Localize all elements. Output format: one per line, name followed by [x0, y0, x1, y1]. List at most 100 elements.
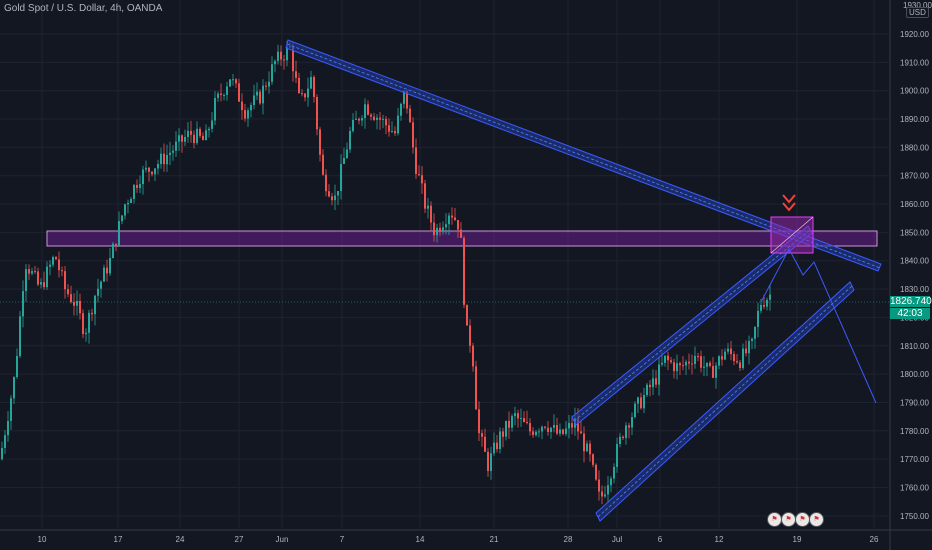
- candle-body: [172, 150, 174, 153]
- candle-body: [235, 79, 237, 84]
- us-flag-icon[interactable]: ⚑: [782, 513, 795, 526]
- x-tick-label: 6: [658, 535, 663, 544]
- candle-body: [10, 398, 12, 421]
- candle-body: [748, 341, 750, 354]
- currency-badge[interactable]: USD: [906, 7, 929, 18]
- candle-body: [628, 425, 630, 428]
- candle-body: [112, 243, 114, 259]
- x-tick-label: 12: [715, 535, 724, 544]
- candle-body: [340, 163, 342, 192]
- candle-body: [727, 348, 729, 352]
- candle-body: [685, 361, 687, 366]
- candle-body: [532, 431, 534, 436]
- candle-body: [64, 271, 66, 290]
- candle-body: [178, 135, 180, 142]
- candle-body: [523, 418, 525, 422]
- candle-body: [139, 184, 141, 189]
- candle-body: [7, 420, 9, 436]
- candle-body: [739, 362, 741, 368]
- candle-body: [709, 362, 711, 367]
- candle-body: [640, 397, 642, 409]
- candle-body: [202, 135, 204, 141]
- candle-body: [34, 271, 36, 273]
- candle-body: [100, 281, 102, 289]
- candle-body: [592, 454, 594, 465]
- chart-title: Gold Spot / U.S. Dollar, 4h, OANDA: [4, 3, 163, 14]
- y-tick-label: 1890.00: [900, 115, 929, 124]
- candle-body: [565, 428, 567, 434]
- time-axis[interactable]: 10 17 24 27 Jun 7 14 21 28 Jul 6 12 19 26: [38, 535, 879, 544]
- candle-body: [655, 378, 657, 385]
- economic-events[interactable]: ⚑ ⚑ ⚑ ⚑: [768, 513, 823, 526]
- candle-body: [130, 198, 132, 203]
- candle-body: [193, 134, 195, 144]
- candle-body: [484, 436, 486, 452]
- candle-body: [601, 491, 603, 497]
- candle-body: [622, 436, 624, 438]
- x-tick-label: 27: [235, 535, 244, 544]
- candle-body: [163, 153, 165, 165]
- candle-body: [721, 356, 723, 360]
- candle-body: [91, 312, 93, 315]
- ascending-channel-lower[interactable]: [595, 281, 855, 522]
- candle-body: [385, 118, 387, 126]
- candle-body: [745, 348, 747, 354]
- candle-body: [556, 425, 558, 434]
- y-tick-label: 1920.00: [900, 30, 929, 39]
- candle-body: [697, 355, 699, 357]
- x-tick-label: 28: [564, 535, 573, 544]
- descending-trendline[interactable]: [285, 39, 882, 272]
- candle-body: [256, 91, 258, 96]
- candle-body: [97, 288, 99, 296]
- candle-body: [649, 384, 651, 388]
- projection-path[interactable]: [760, 247, 877, 404]
- candle-body: [763, 304, 765, 307]
- candle-body: [331, 196, 333, 201]
- candle-body: [439, 227, 441, 232]
- candle-body: [769, 294, 771, 300]
- candle-body: [730, 348, 732, 355]
- candle-body: [493, 442, 495, 454]
- candle-body: [607, 485, 609, 495]
- price-axis[interactable]: 1920.00 1910.00 1900.00 1890.00 1880.00 1870.…: [900, 1, 932, 521]
- candle-body: [295, 71, 297, 78]
- candle-body: [4, 435, 6, 448]
- candle-body: [280, 51, 282, 60]
- candle-body: [364, 104, 366, 119]
- candle-body: [184, 136, 186, 142]
- double-chevron-down-icon: [782, 194, 796, 212]
- y-tick-label: 1790.00: [900, 398, 929, 407]
- us-flag-icon[interactable]: ⚑: [768, 513, 781, 526]
- ascending-channel-upper[interactable]: [571, 225, 813, 426]
- candle-body: [679, 363, 681, 366]
- candle-body: [22, 291, 24, 317]
- y-tick-label: 1830.00: [900, 285, 929, 294]
- candle-body: [547, 427, 549, 433]
- candle-body: [376, 117, 378, 120]
- candle-body: [397, 115, 399, 134]
- x-tick-label: 10: [38, 535, 47, 544]
- candle-body: [271, 64, 273, 82]
- candle-body: [205, 130, 207, 141]
- candle-body: [535, 431, 537, 436]
- candle-body: [562, 429, 564, 434]
- candle-body: [427, 205, 429, 209]
- candle-body: [109, 258, 111, 274]
- candle-body: [559, 429, 561, 434]
- candle-body: [328, 191, 330, 197]
- us-flag-icon[interactable]: ⚑: [796, 513, 809, 526]
- candle-body: [541, 426, 543, 432]
- us-flag-icon[interactable]: ⚑: [810, 513, 823, 526]
- candlestick-series: [1, 40, 771, 505]
- candle-body: [691, 363, 693, 365]
- candle-body: [715, 365, 717, 378]
- candle-body: [652, 378, 654, 388]
- candle-body: [634, 403, 636, 417]
- candle-body: [508, 420, 510, 428]
- candle-body: [310, 76, 312, 89]
- candle-body: [451, 215, 453, 218]
- candle-body: [511, 416, 513, 428]
- candle-body: [61, 270, 63, 272]
